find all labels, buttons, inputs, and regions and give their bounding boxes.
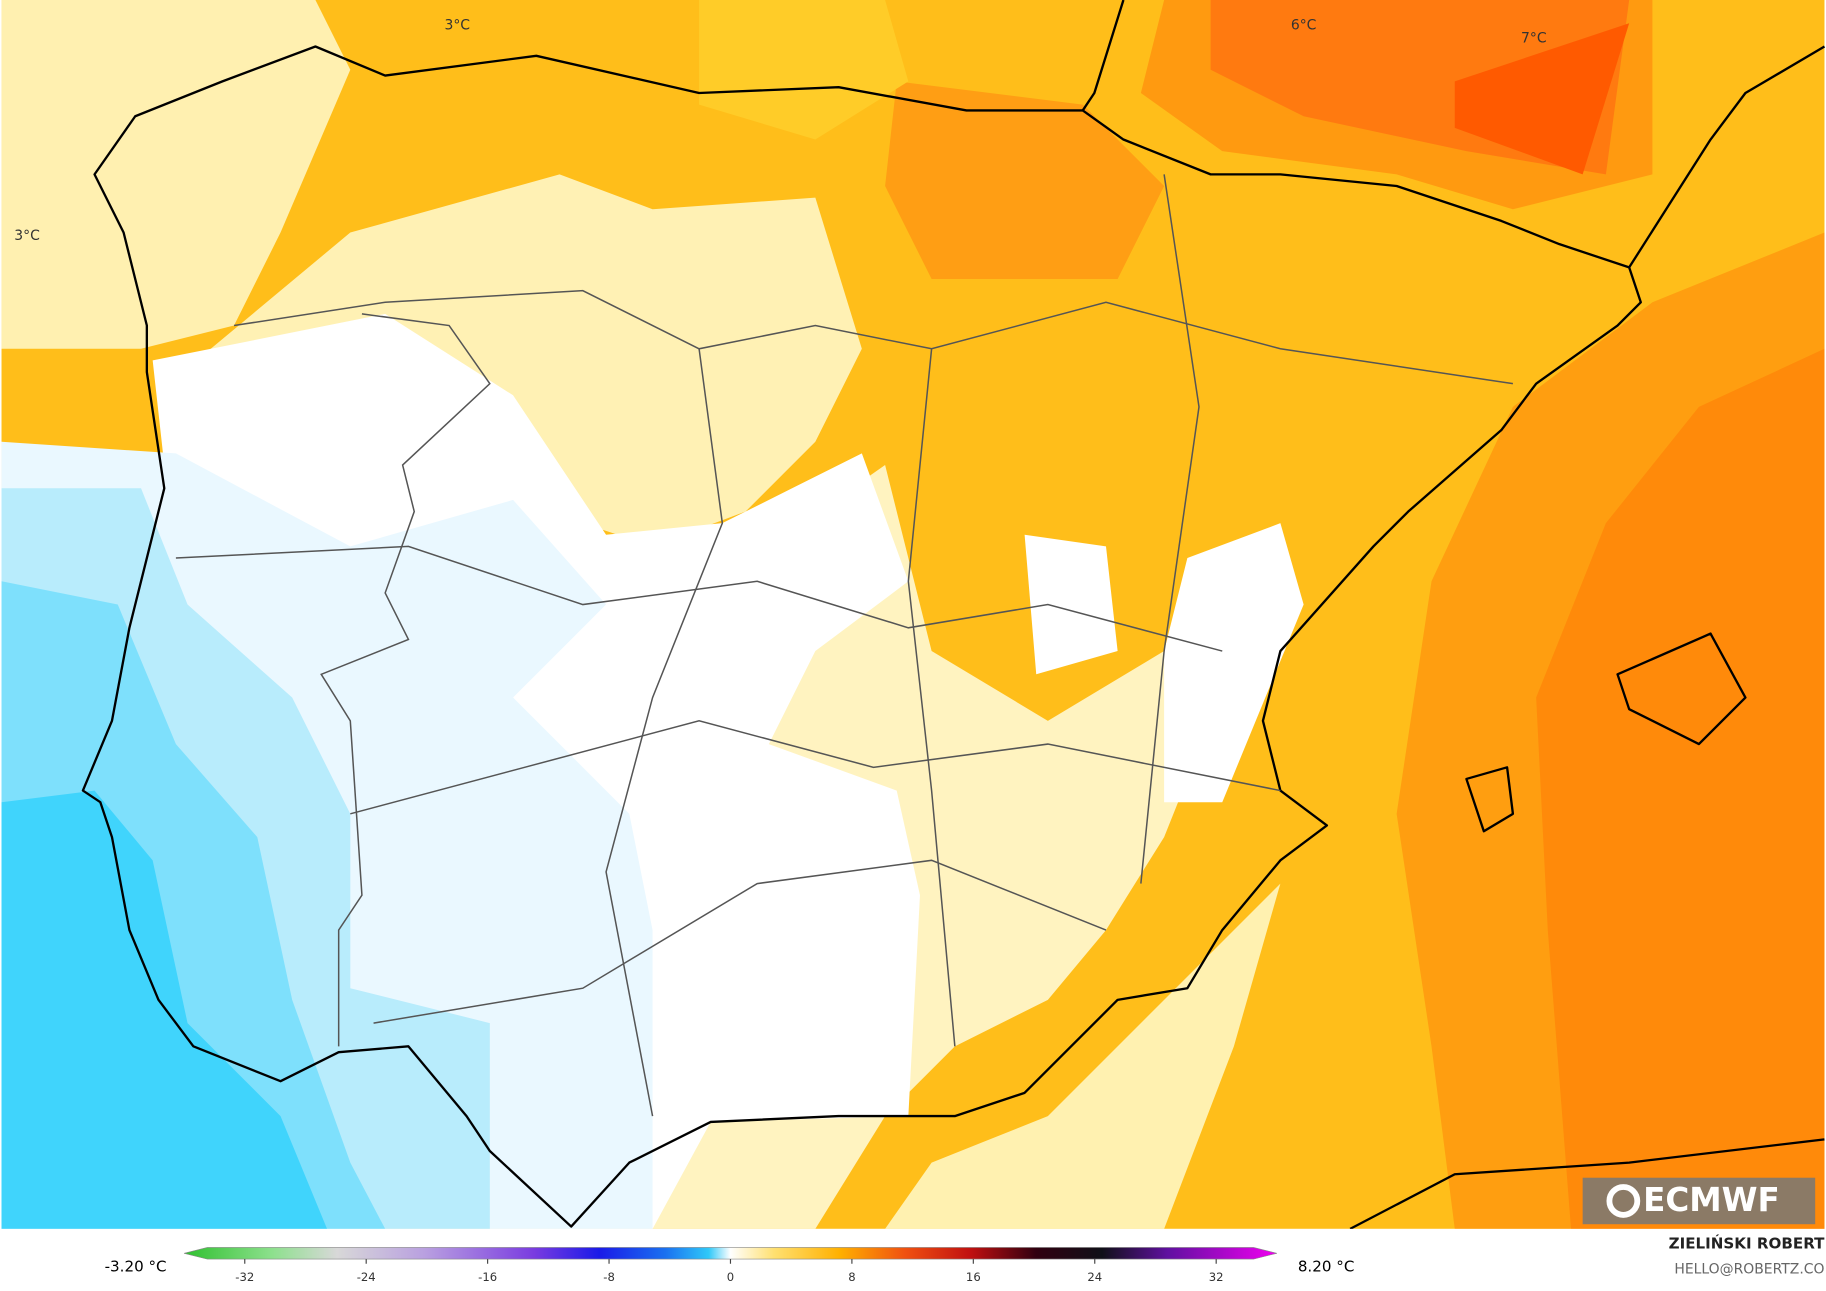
contour-label: 7°C xyxy=(1521,30,1547,46)
colorbar-tick-label: -8 xyxy=(603,1270,615,1284)
colorbar-tick-label: -32 xyxy=(235,1270,254,1284)
contour-label: 6°C xyxy=(1291,18,1317,34)
colorbar-tick-label: 32 xyxy=(1209,1270,1224,1284)
logo-icon xyxy=(1606,1184,1641,1218)
colorbar-min-label: -3.20 °C xyxy=(105,1258,167,1276)
contour-label: 3°C xyxy=(444,18,470,34)
colorbar-max-label: 8.20 °C xyxy=(1298,1258,1355,1276)
logo: ECMWF xyxy=(1582,1177,1816,1225)
contour-labels: 3°C 6°C 7°C 3°C xyxy=(14,18,1546,244)
colorbar-tick-label: -24 xyxy=(357,1270,376,1284)
contour-label: 3°C xyxy=(14,228,40,244)
credit-author: ZIELIŃSKI ROBERT xyxy=(1669,1233,1826,1252)
logo-text: ECMWF xyxy=(1643,1181,1780,1219)
colorbar-tick-label: 8 xyxy=(848,1270,855,1284)
colorbar-tick-label: -16 xyxy=(478,1270,497,1284)
credit-contact: HELLO@ROBERTZ.CO xyxy=(1674,1262,1824,1278)
anomaly-field xyxy=(1,0,1825,1229)
colorbar-tick-label: 0 xyxy=(727,1270,734,1284)
colorbar: -3.20 °C 8.20 °C -32 -24 -16 -8 0 8 16 24 32 xyxy=(105,1247,1355,1284)
coastline xyxy=(81,0,1826,1230)
colorbar-bar xyxy=(183,1247,1277,1260)
colorbar-tick-label: 24 xyxy=(1087,1270,1102,1284)
borders xyxy=(175,174,1514,1117)
colorbar-tick-label: 16 xyxy=(966,1270,981,1284)
